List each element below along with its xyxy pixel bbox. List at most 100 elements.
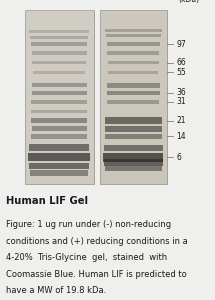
Bar — [100, 142, 167, 148]
Bar — [100, 11, 167, 16]
Bar — [25, 11, 94, 184]
Bar — [100, 94, 167, 100]
Text: 14: 14 — [176, 132, 186, 141]
Bar — [100, 136, 167, 142]
Bar — [108, 70, 158, 74]
Bar — [33, 70, 85, 74]
Bar — [100, 160, 167, 166]
Bar — [107, 42, 160, 46]
Bar — [108, 61, 159, 64]
Bar — [25, 70, 94, 76]
Bar — [29, 163, 89, 170]
Text: Coomassie Blue. Human LIF is predicted to: Coomassie Blue. Human LIF is predicted t… — [6, 270, 187, 279]
Bar — [31, 100, 87, 103]
Text: 6: 6 — [176, 153, 181, 162]
Bar — [105, 29, 162, 32]
Bar — [25, 76, 94, 82]
Bar — [28, 153, 90, 161]
Bar — [32, 61, 86, 64]
Bar — [100, 184, 167, 190]
Bar — [32, 83, 87, 87]
Bar — [30, 170, 88, 175]
Bar — [100, 34, 167, 40]
Bar — [25, 46, 94, 52]
Bar — [25, 28, 94, 34]
Bar — [32, 126, 87, 131]
Bar — [100, 106, 167, 112]
Bar — [30, 36, 88, 39]
Bar — [104, 159, 163, 166]
Bar — [25, 142, 94, 148]
Bar — [100, 172, 167, 178]
Bar — [25, 166, 94, 172]
Bar — [100, 40, 167, 46]
Bar — [105, 166, 162, 172]
Text: conditions and (+) reducing conditions in a: conditions and (+) reducing conditions i… — [6, 237, 188, 246]
Bar — [25, 16, 94, 22]
Text: (kDa): (kDa) — [178, 0, 200, 4]
Bar — [25, 172, 94, 178]
Bar — [105, 117, 162, 124]
Bar — [25, 40, 94, 46]
Bar — [105, 134, 162, 139]
Bar — [106, 34, 161, 38]
Text: 21: 21 — [176, 116, 186, 125]
Bar — [107, 51, 159, 55]
Bar — [100, 166, 167, 172]
Bar — [25, 64, 94, 70]
Bar — [25, 88, 94, 94]
Bar — [100, 28, 167, 34]
Bar — [100, 112, 167, 118]
Bar — [32, 91, 87, 95]
Bar — [25, 184, 94, 190]
Bar — [100, 82, 167, 88]
Text: 97: 97 — [176, 40, 186, 49]
Bar — [100, 64, 167, 70]
Bar — [100, 178, 167, 184]
Bar — [25, 154, 94, 160]
Bar — [100, 70, 167, 76]
Bar — [25, 112, 94, 118]
Bar — [32, 51, 87, 55]
Text: have a MW of 19.8 kDa.: have a MW of 19.8 kDa. — [6, 286, 107, 295]
Bar — [100, 52, 167, 58]
Bar — [100, 46, 167, 52]
Bar — [100, 130, 167, 136]
Bar — [25, 178, 94, 184]
Bar — [100, 22, 167, 28]
Bar — [104, 145, 163, 151]
Text: Figure: 1 ug run under (-) non-reducing: Figure: 1 ug run under (-) non-reducing — [6, 220, 172, 229]
Bar — [25, 34, 94, 40]
Bar — [25, 100, 94, 106]
Bar — [25, 130, 94, 136]
Bar — [100, 88, 167, 94]
Bar — [25, 22, 94, 28]
Bar — [107, 91, 160, 95]
Bar — [31, 118, 87, 124]
Bar — [25, 11, 94, 16]
Bar — [107, 83, 160, 88]
Bar — [25, 82, 94, 88]
Bar — [100, 148, 167, 154]
Bar — [100, 16, 167, 22]
Bar — [25, 94, 94, 100]
Bar — [25, 148, 94, 154]
Bar — [107, 100, 159, 103]
Bar — [100, 154, 167, 160]
Text: 36: 36 — [176, 88, 186, 98]
Bar — [31, 42, 87, 46]
Bar — [25, 58, 94, 64]
Bar — [103, 153, 163, 162]
Text: Human LIF Gel: Human LIF Gel — [6, 196, 88, 206]
Text: 31: 31 — [176, 97, 186, 106]
Bar — [29, 30, 89, 33]
Bar — [100, 58, 167, 64]
Bar — [100, 124, 167, 130]
Bar — [29, 144, 89, 151]
Text: 66: 66 — [176, 58, 186, 67]
Bar — [100, 118, 167, 124]
Bar — [25, 52, 94, 58]
Bar — [31, 134, 87, 139]
Bar — [105, 126, 162, 132]
Bar — [100, 11, 167, 184]
